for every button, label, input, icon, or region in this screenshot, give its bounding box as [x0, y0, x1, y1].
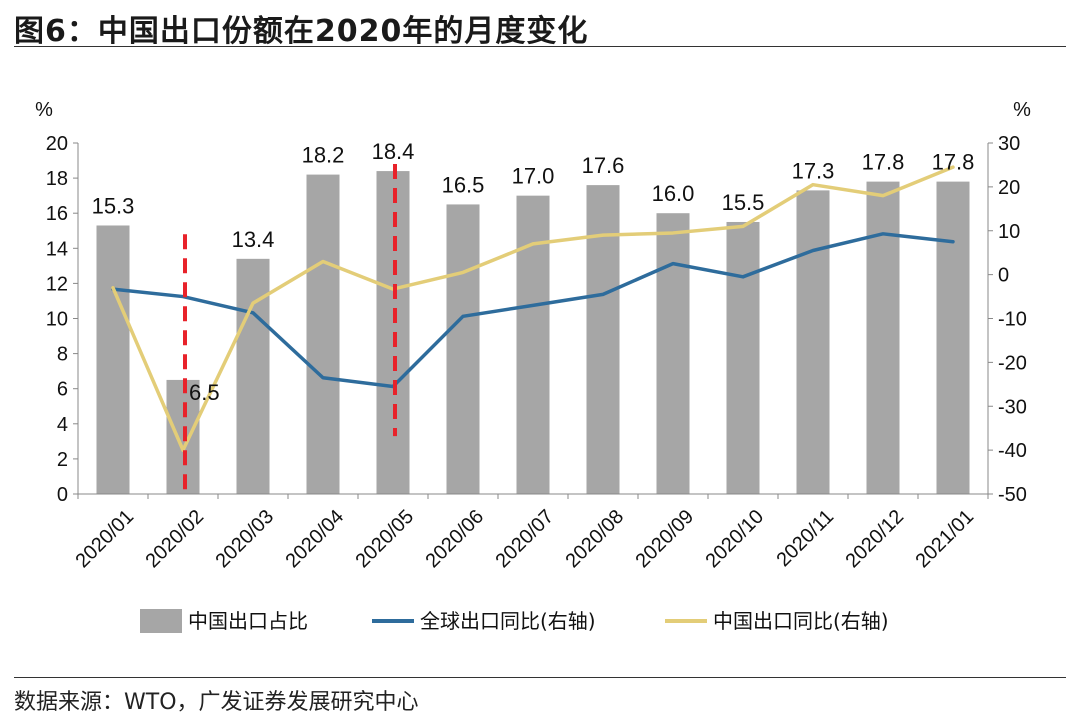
- x-category-label: 2020/10: [701, 506, 768, 573]
- bar: [796, 190, 830, 494]
- bar-data-label: 13.4: [232, 227, 275, 252]
- x-category-label: 2020/12: [841, 506, 908, 573]
- x-category-label: 2020/05: [351, 506, 418, 573]
- right-tick-label: -40: [998, 440, 1027, 462]
- right-tick-label: -20: [998, 352, 1027, 374]
- left-axis-unit: %: [35, 99, 53, 121]
- x-category-label: 2020/07: [491, 506, 558, 573]
- bar: [96, 225, 130, 495]
- x-category-label: 2020/01: [71, 506, 138, 573]
- bar: [866, 181, 900, 495]
- right-axis-unit: %: [1013, 99, 1031, 121]
- right-tick-label: 30: [998, 133, 1020, 155]
- bar: [586, 185, 620, 494]
- legend-label: 全球出口同比(右轴): [420, 609, 596, 633]
- x-category-label: 2020/03: [211, 506, 278, 573]
- left-tick-label: 2: [57, 449, 68, 471]
- x-category-label: 2020/08: [561, 506, 628, 573]
- right-tick-label: -30: [998, 396, 1027, 418]
- bar-data-label: 17.0: [512, 164, 555, 189]
- bar: [516, 195, 550, 494]
- footer-divider: [14, 677, 1066, 678]
- title-divider: [14, 46, 1066, 47]
- legend-label: 中国出口同比(右轴): [713, 609, 889, 633]
- x-category-label: 2020/11: [773, 506, 839, 572]
- series-line-global-export: [111, 232, 955, 389]
- left-tick-label: 0: [57, 484, 68, 506]
- right-tick-label: -50: [998, 484, 1027, 506]
- source-note: 数据来源：WTO，广发证券发展研究中心: [14, 690, 419, 715]
- left-tick-label: 20: [46, 133, 68, 155]
- left-tick-label: 10: [46, 309, 68, 331]
- left-tick-label: 16: [46, 203, 68, 225]
- right-tick-label: 10: [998, 221, 1020, 243]
- right-tick-label: 20: [998, 177, 1020, 199]
- bar-data-label: 15.3: [92, 193, 135, 218]
- left-tick-label: 6: [57, 379, 68, 401]
- chart-area: 15.3 6.5 13.4 18.2 18.4 16.5 17.0 17.6 16.0 15.5 1…: [35, 99, 1031, 633]
- left-tick-label: 12: [46, 273, 68, 295]
- bar: [726, 221, 760, 494]
- right-tick-label: -10: [998, 309, 1027, 331]
- bar: [306, 174, 340, 494]
- x-category-label: 2020/09: [631, 506, 698, 573]
- x-category-label: 2020/04: [281, 506, 348, 573]
- bar-data-label: 15.5: [722, 190, 765, 215]
- x-category-label: 2021/01: [911, 506, 978, 573]
- bar-data-label: 17.6: [582, 153, 625, 178]
- bar-data-label: 16.5: [442, 172, 485, 197]
- bar-data-label: 17.8: [862, 150, 905, 175]
- legend-label: 中国出口占比: [188, 609, 308, 633]
- bar-data-label: 18.2: [302, 143, 345, 168]
- left-tick-label: 8: [57, 344, 68, 366]
- bar: [446, 204, 480, 495]
- bar: [236, 258, 270, 494]
- series-line-china-export: [111, 165, 955, 452]
- bar-data-label: 17.3: [792, 158, 835, 183]
- bar-data-label: 17.8: [932, 150, 975, 175]
- left-tick-label: 18: [46, 168, 68, 190]
- x-category-label: 2020/02: [141, 506, 208, 573]
- bar: [936, 181, 970, 495]
- bar-data-label: 16.0: [652, 181, 695, 206]
- left-tick-label: 14: [46, 238, 68, 260]
- legend-swatch-bar: [140, 609, 182, 633]
- right-tick-label: 0: [998, 265, 1009, 287]
- chart-title: 图6：中国出口份额在2020年的月度变化: [14, 14, 589, 49]
- bar-data-label: 18.4: [372, 139, 415, 164]
- bar-data-label: 6.5: [189, 380, 220, 405]
- bar: [656, 213, 690, 494]
- x-category-label: 2020/06: [421, 506, 488, 573]
- left-tick-label: 4: [57, 414, 68, 436]
